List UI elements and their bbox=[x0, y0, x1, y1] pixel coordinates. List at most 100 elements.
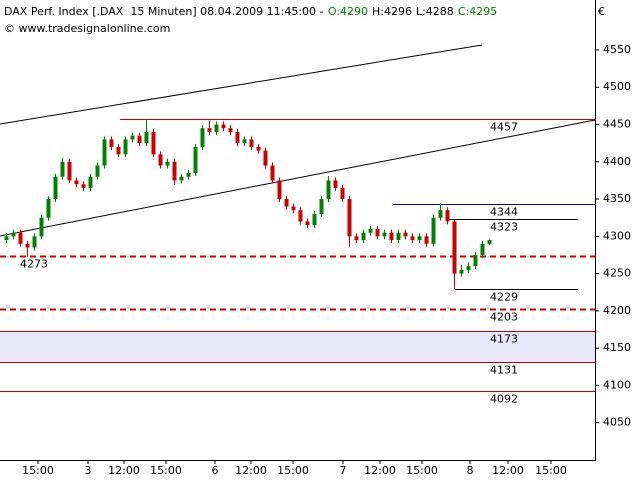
y-tick-label: 4350 bbox=[603, 192, 631, 205]
candle-body bbox=[221, 124, 226, 129]
candle-body bbox=[18, 232, 23, 244]
candle-body bbox=[95, 165, 100, 177]
x-tick-label: 15:00 bbox=[22, 464, 54, 477]
candle-body bbox=[11, 232, 16, 237]
header-open: O:4290 bbox=[328, 5, 368, 18]
levels: 4457 4344 4323 4229 4273 4203 4173 4131 4092 bbox=[0, 119, 595, 406]
candle-body bbox=[207, 128, 212, 132]
candle-body bbox=[270, 165, 275, 181]
y-tick-label: 4200 bbox=[603, 304, 631, 317]
candle-body bbox=[459, 269, 464, 274]
candle-body bbox=[67, 161, 72, 181]
candle-body bbox=[277, 180, 282, 200]
candle-body bbox=[39, 217, 44, 237]
level-label: 4173 bbox=[490, 333, 518, 346]
candle-body bbox=[284, 199, 289, 207]
candle-body bbox=[382, 232, 387, 237]
level-label: 4273 bbox=[20, 258, 48, 271]
candle-body bbox=[53, 176, 58, 200]
candle-body bbox=[417, 236, 422, 241]
x-tick-label: 15:00 bbox=[535, 464, 567, 477]
candle-body bbox=[326, 180, 331, 200]
x-tick-label: 6 bbox=[212, 464, 219, 477]
candle-body bbox=[263, 150, 268, 166]
x-tick-label: 12:00 bbox=[364, 464, 396, 477]
y-tick-label: 4250 bbox=[603, 267, 631, 280]
candle-body bbox=[431, 217, 436, 244]
candle-body bbox=[130, 135, 135, 140]
x-tick-label: 15:00 bbox=[277, 464, 309, 477]
candle-body bbox=[487, 240, 492, 244]
y-tick-label: 4500 bbox=[603, 80, 631, 93]
y-tick-label: 4550 bbox=[603, 43, 631, 56]
candle-body bbox=[473, 254, 478, 267]
trendline bbox=[0, 44, 483, 125]
header-title: DAX Perf. Index [.DAX 15 Minuten] 08.04.… bbox=[4, 5, 324, 18]
x-tick-label: 8 bbox=[467, 464, 474, 477]
candle-body bbox=[235, 131, 240, 144]
candle-body bbox=[256, 146, 261, 151]
candle-body bbox=[165, 161, 170, 166]
level-label: 4457 bbox=[490, 121, 518, 134]
axes: 4050 4100 4150 4200 4250 4300 4350 4400 4450 4500… bbox=[0, 0, 631, 477]
candle-body bbox=[389, 232, 394, 241]
candle-body bbox=[81, 184, 86, 188]
candle-body bbox=[291, 206, 296, 211]
x-tick-label: 12:00 bbox=[235, 464, 267, 477]
candle-body bbox=[438, 210, 443, 218]
x-tick-label: 7 bbox=[340, 464, 347, 477]
candle-body bbox=[445, 210, 450, 222]
level-label: 4323 bbox=[490, 221, 518, 234]
header-high: H:4296 bbox=[372, 5, 412, 18]
candle-body bbox=[123, 139, 128, 155]
candle-body bbox=[144, 131, 149, 144]
x-tick-label: 15:00 bbox=[406, 464, 438, 477]
level-label: 4131 bbox=[490, 364, 518, 377]
candle-body bbox=[452, 221, 457, 274]
candle-body bbox=[25, 243, 30, 248]
candle-body bbox=[116, 146, 121, 155]
candle-body bbox=[375, 228, 380, 237]
candle-body bbox=[32, 236, 37, 248]
candle-body bbox=[200, 128, 205, 147]
candle-body bbox=[228, 128, 233, 132]
y-tick-label: 4300 bbox=[603, 229, 631, 242]
candle-body bbox=[151, 131, 156, 155]
currency: € bbox=[598, 5, 605, 18]
y-tick-label: 4100 bbox=[603, 378, 631, 391]
candle-body bbox=[102, 139, 107, 166]
candle-body bbox=[88, 176, 93, 188]
candle-body bbox=[319, 199, 324, 214]
candle-body bbox=[480, 243, 485, 255]
candle-body bbox=[137, 135, 142, 144]
candle-body bbox=[403, 232, 408, 237]
level-label: 4229 bbox=[490, 291, 518, 304]
candle-body bbox=[424, 236, 429, 244]
y-tick-label: 4400 bbox=[603, 155, 631, 168]
candle-body bbox=[312, 213, 317, 226]
candle-body bbox=[466, 266, 471, 270]
candles bbox=[4, 119, 492, 290]
candle-body bbox=[60, 161, 65, 177]
candle-body bbox=[46, 199, 51, 218]
candle-body bbox=[354, 236, 359, 241]
trendline bbox=[0, 119, 596, 237]
candle-body bbox=[172, 161, 177, 181]
x-tick-label: 3 bbox=[85, 464, 92, 477]
candle-body bbox=[333, 180, 338, 188]
candle-body bbox=[74, 180, 79, 185]
y-tick-label: 4450 bbox=[603, 118, 631, 131]
candle-body bbox=[193, 146, 198, 173]
level-label: 4092 bbox=[490, 393, 518, 406]
candle-body bbox=[368, 228, 373, 233]
candle-body bbox=[396, 232, 401, 241]
candle-body bbox=[347, 199, 352, 237]
candle-body bbox=[4, 236, 9, 241]
candle-body bbox=[410, 236, 415, 241]
level-label: 4344 bbox=[490, 206, 518, 219]
candle-body bbox=[249, 139, 254, 147]
candle-body bbox=[179, 176, 184, 181]
